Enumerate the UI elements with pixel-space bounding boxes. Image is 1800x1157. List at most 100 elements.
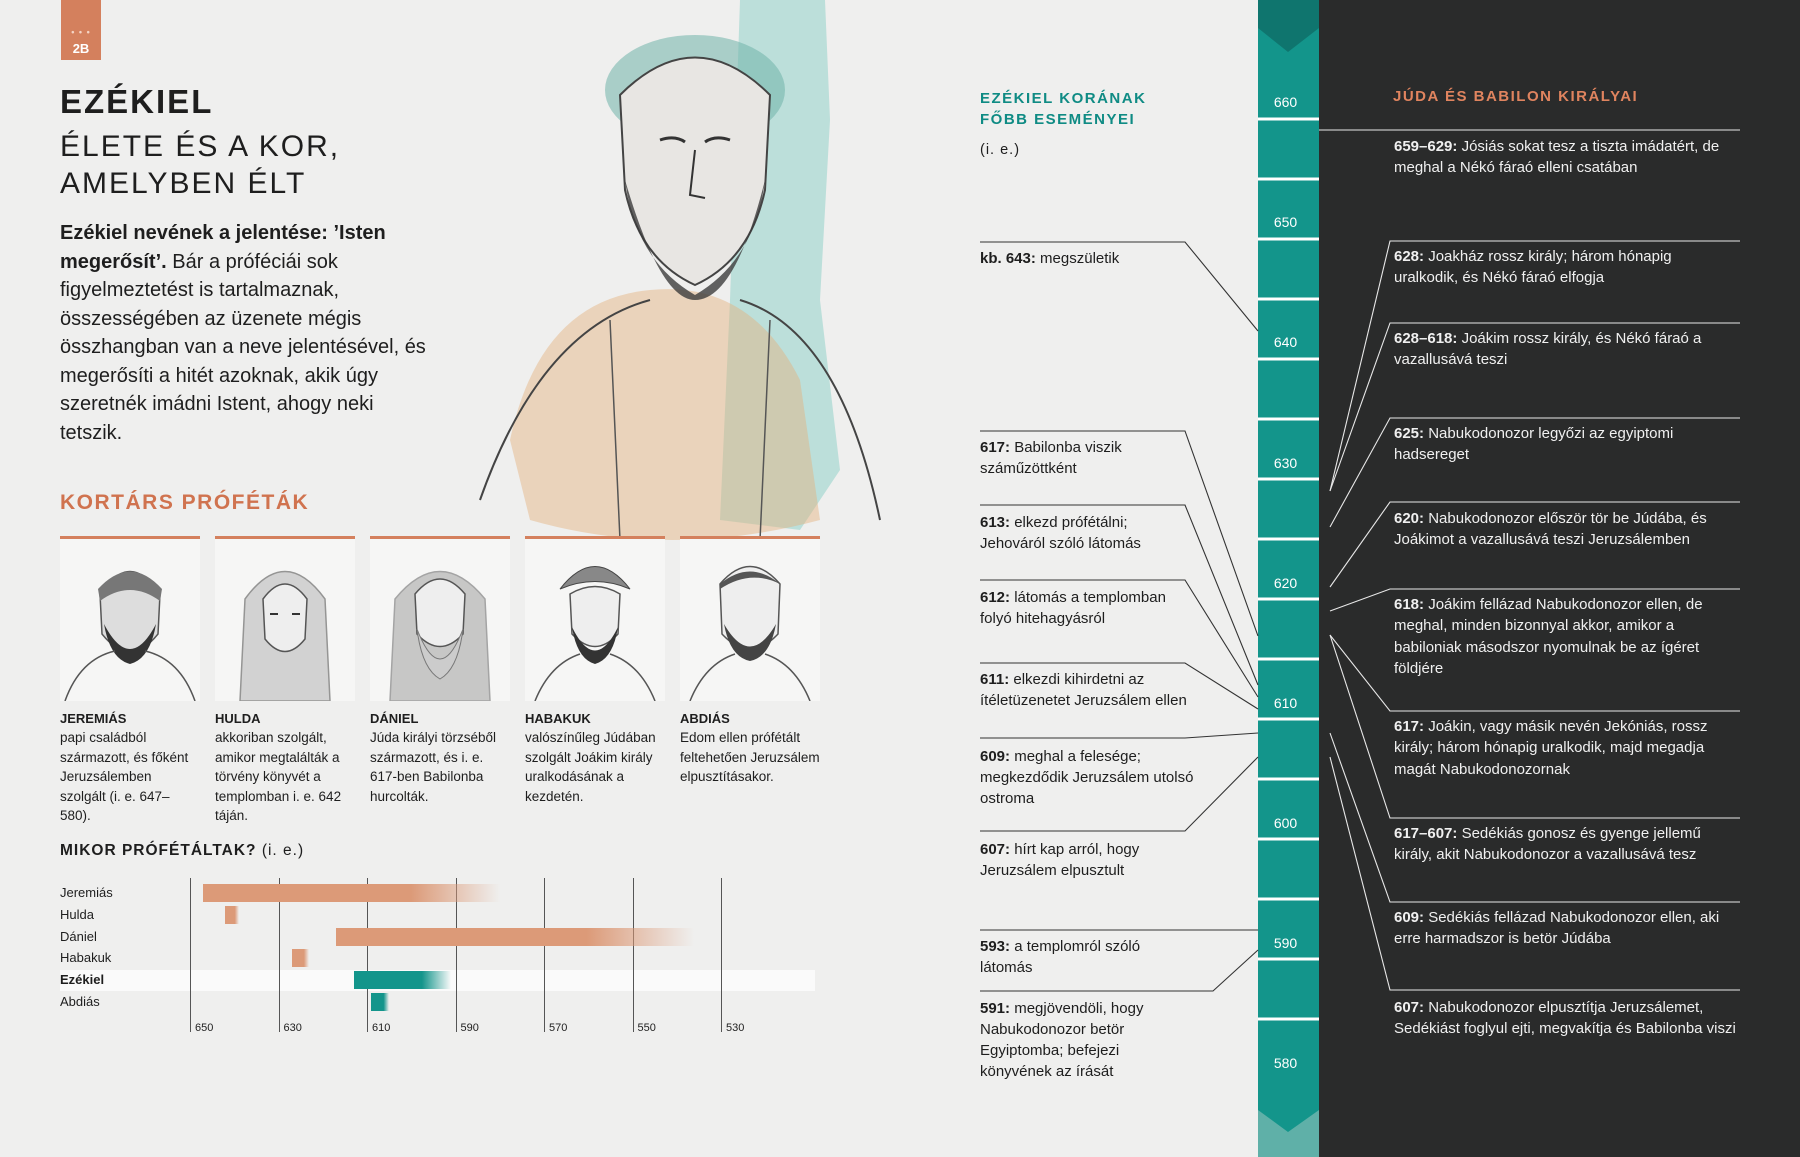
event-year: 609:	[980, 748, 1011, 765]
event-item: kb. 643: megszületik	[980, 248, 1195, 269]
event-year: 591:	[980, 1000, 1011, 1017]
event-year: kb. 643:	[980, 250, 1036, 267]
event-year: 613:	[980, 514, 1011, 531]
chart-title-suffix: (i. e.)	[261, 842, 305, 859]
king-text: Jósiás sokat tesz a tiszta imádatért, de…	[1394, 138, 1720, 177]
card-rule	[370, 536, 510, 539]
badge-dots: • • •	[71, 27, 91, 37]
prophet-card-habakuk: HABAKUK valószínűleg Júdában szolgált Jo…	[525, 536, 665, 806]
prophet-desc: papi családból származott, és főként Jer…	[60, 730, 189, 823]
chart-row-label: Jeremiás	[60, 885, 113, 900]
king-item: 659–629: Jósiás sokat tesz a tiszta imád…	[1394, 136, 1739, 179]
prophet-desc: Júda királyi törzséből származott, és i.…	[370, 730, 497, 804]
chart-bar	[203, 884, 500, 902]
kings-title: JÚDA ÉS BABILON KIRÁLYAI	[1393, 88, 1639, 105]
king-year: 659–629:	[1394, 138, 1458, 155]
king-item: 607: Nabukodonozor elpusztítja Jeruzsále…	[1394, 997, 1739, 1040]
event-text: elkezd prófétálni; Jehováról szóló látom…	[980, 514, 1141, 552]
section-title-contemporaries: KORTÁRS PRÓFÉTÁK	[60, 491, 310, 514]
ruler-label: 630	[1273, 455, 1298, 471]
king-text: Joakház rossz király; három hónapig ural…	[1394, 248, 1672, 287]
page-subtitle: ÉLETE ÉS A KOR, AMELYBEN ÉLT	[60, 128, 340, 202]
badge-label: 2B	[72, 41, 90, 56]
event-year: 612:	[980, 589, 1011, 606]
prophet-desc: akkoriban szolgált, amikor megtalálták a…	[215, 730, 342, 823]
intro-paragraph: Ezékiel nevének a jelentése: ’Isten mege…	[60, 219, 430, 447]
chart-row-label: Abdiás	[60, 994, 100, 1009]
event-year: 617:	[980, 439, 1011, 456]
chart-gridline	[721, 878, 722, 1032]
king-year: 628:	[1394, 248, 1425, 265]
page-title: EZÉKIEL	[60, 83, 214, 120]
chart-tick-label: 570	[549, 1022, 568, 1034]
timeline-title-line-2: FŐBB ESEMÉNYEI	[980, 111, 1136, 128]
event-item: 612: látomás a templomban folyó hitehagy…	[980, 587, 1195, 629]
king-text: Joákin, vagy másik nevén Jekóniás, rossz…	[1394, 718, 1708, 778]
king-year: 609:	[1394, 909, 1425, 926]
chart-gridline	[190, 878, 191, 1032]
chart-row-label: Habakuk	[60, 950, 112, 966]
event-text: hírt kap arról, hogy Jeruzsálem elpusztu…	[980, 841, 1140, 879]
chart-gridline	[278, 878, 280, 1032]
king-text: Joákim fellázad Nabukodonozor ellen, de …	[1394, 596, 1703, 677]
king-text: Sedékiás fellázad Nabukodonozor ellen, a…	[1394, 909, 1720, 948]
king-year: 617:	[1394, 718, 1425, 735]
event-item: 617: Babilonba viszik száműzöttként	[980, 437, 1195, 479]
prophet-portrait-jeremias	[60, 539, 200, 702]
king-year: 628–618:	[1394, 330, 1458, 347]
ruler-label: 580	[1273, 1055, 1298, 1071]
prophet-name: DÁNIEL	[370, 711, 419, 726]
card-rule	[525, 536, 665, 539]
ezekiel-portrait-illustration	[479, 0, 881, 541]
prophet-name: JEREMIÁS	[60, 711, 127, 726]
timeline-title-line-1: EZÉKIEL KORÁNAK	[980, 90, 1147, 107]
subtitle-line-2: AMELYBEN ÉLT	[60, 167, 307, 200]
ruler-label: 610	[1273, 695, 1298, 711]
king-item: 628: Joakház rossz király; három hónapig…	[1394, 246, 1739, 289]
prophet-name: HABAKUK	[525, 711, 591, 726]
chart-bar	[353, 971, 452, 990]
chart-row-label: Hulda	[60, 906, 94, 922]
king-item: 609: Sedékiás fellázad Nabukodonozor ell…	[1394, 907, 1739, 950]
intro-text: Bár a próféciái sok figyelmeztetést is t…	[60, 250, 426, 444]
event-item: 591: megjövendöli, hogy Nabukodonozor be…	[980, 998, 1195, 1082]
chart-tick-label: 530	[726, 1022, 745, 1034]
event-year: 607:	[980, 841, 1011, 858]
king-year: 620:	[1394, 510, 1425, 527]
chart-title: MIKOR PRÓFÉTÁLTAK? (i. e.)	[60, 842, 304, 860]
timeline-title: EZÉKIEL KORÁNAK FŐBB ESEMÉNYEI	[980, 88, 1146, 130]
king-text: Sedékiás gonosz és gyenge jellemű király…	[1394, 825, 1701, 864]
chart-gridline	[367, 878, 368, 1032]
chart-tick-label: 650	[195, 1022, 214, 1034]
card-rule	[680, 536, 820, 539]
king-item: 620: Nabukodonozor először tör be Júdába…	[1394, 508, 1739, 551]
event-text: megjövendöli, hogy Nabukodonozor betör E…	[980, 1000, 1144, 1080]
chart-row-label: Ezékiel	[60, 972, 105, 988]
subtitle-line-1: ÉLETE ÉS A KOR,	[60, 130, 341, 163]
kings-panel	[1319, 0, 1800, 1157]
chart-tick-label: 610	[372, 1022, 391, 1034]
prophet-desc: valószínűleg Júdában szolgált Joákim kir…	[525, 730, 656, 804]
chart-bar	[225, 905, 239, 924]
event-text: meghal a felesége; megkezdődik Jeruzsále…	[980, 748, 1194, 807]
king-item: 617: Joákin, vagy másik nevén Jekóniás, …	[1394, 716, 1739, 780]
chart-tick-label: 590	[460, 1022, 479, 1034]
prophet-desc: Edom ellen prófétált feltehetően Jeruzsá…	[680, 730, 820, 784]
king-text: Nabukodonozor elpusztítja Jeruzsálemet, …	[1394, 999, 1736, 1038]
event-year: 611:	[980, 671, 1010, 688]
ruler-label: 590	[1273, 935, 1298, 951]
king-year: 618:	[1394, 596, 1425, 613]
ruler-label: 640	[1273, 334, 1298, 350]
prophet-card-hulda: HULDA akkoriban szolgált, amikor megtalá…	[215, 536, 355, 826]
prophet-portrait-abdias	[680, 539, 820, 702]
event-text: elkezdi kihirdetni az ítéletüzenetet Jer…	[980, 671, 1187, 709]
ruler-label: 660	[1273, 94, 1298, 110]
prophet-name: HULDA	[215, 711, 261, 726]
event-item: 593: a templomról szóló látomás	[980, 936, 1195, 978]
king-year: 607:	[1394, 999, 1425, 1016]
event-item: 613: elkezd prófétálni; Jehováról szóló …	[980, 512, 1195, 554]
event-text: megszületik	[1040, 250, 1120, 267]
ruler-label: 600	[1273, 815, 1298, 831]
event-item: 609: meghal a felesége; megkezdődik Jeru…	[980, 746, 1195, 809]
